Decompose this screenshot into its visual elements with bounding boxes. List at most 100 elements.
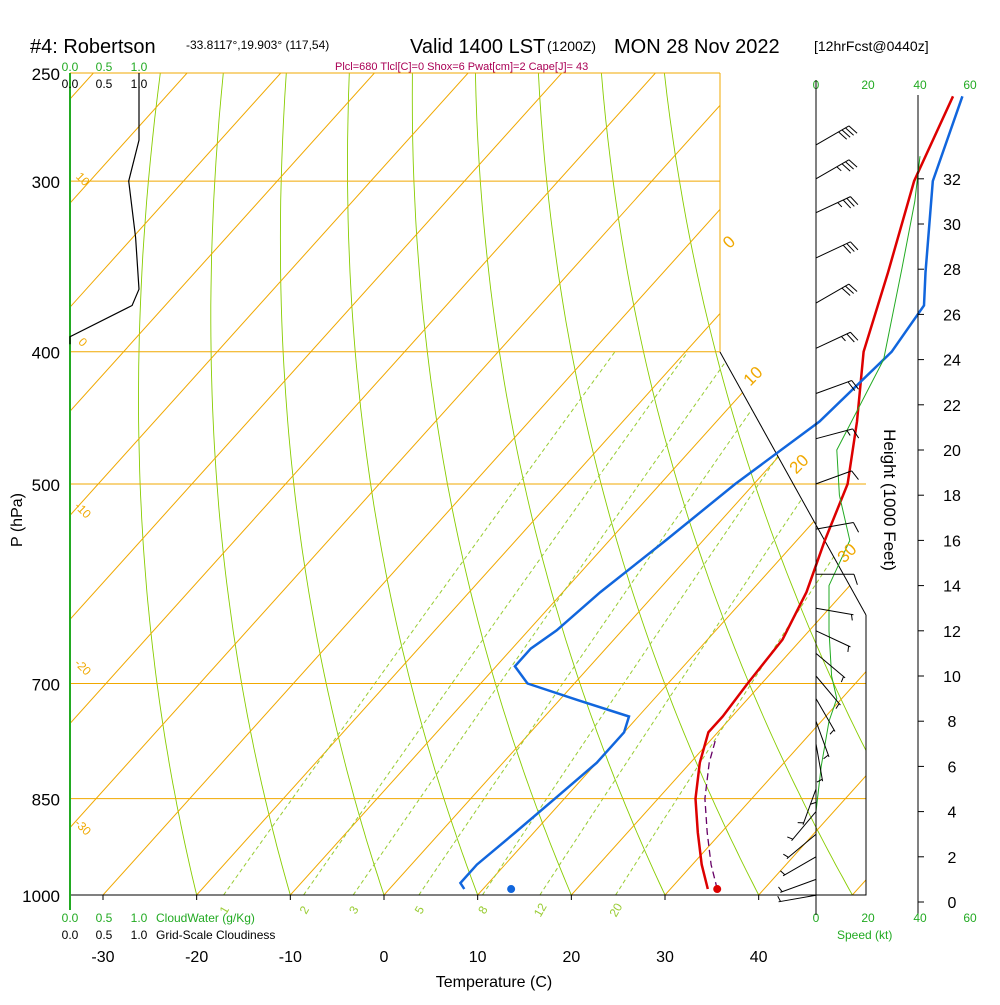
mixing-ratio-label: 3 [346, 903, 362, 916]
cloud-water-tick-bottom: 0.5 [96, 911, 113, 925]
dry-adiabat [280, 0, 394, 924]
temperature-tick-label: 20 [562, 949, 580, 966]
wind-barb-flag [852, 471, 859, 480]
x-axis-label: Temperature (C) [436, 974, 552, 991]
wind-barb-staff [816, 160, 849, 179]
valid-time: Valid 1400 LST [410, 36, 545, 58]
pressure-tick-label: 300 [32, 173, 60, 192]
cloud-water-label: CloudWater (g/Kg) [156, 911, 255, 925]
cloudiness-tick-top: 0.5 [96, 77, 113, 91]
mixing-ratio-line [304, 352, 688, 895]
speed-tick-bottom: 40 [913, 911, 927, 925]
pressure-tick-label: 850 [32, 791, 60, 810]
height-tick-label: 2 [948, 850, 957, 867]
speed-axis-label: Speed (kt) [837, 928, 892, 942]
zulu-time: (1200Z) [547, 38, 596, 54]
wind-barb-flag [853, 523, 858, 533]
isotherm [171, 0, 1000, 924]
cloud-water-tick-bottom: 0.0 [62, 911, 79, 925]
wind-barb [778, 879, 816, 892]
wind-barb-staff [816, 284, 849, 303]
wind-barb-staff [783, 857, 816, 876]
cloud-water-tick-top: 0.5 [96, 60, 113, 74]
y-axis-label: P (hPa) [9, 493, 26, 547]
dry-adiabat [412, 0, 584, 924]
wind-barb-half-flag [837, 167, 841, 171]
wind-barb-staff [787, 834, 816, 858]
wind-barb [816, 608, 853, 620]
height-tick-label: 24 [943, 353, 961, 370]
isotherm [0, 0, 213, 924]
isotherm [545, 0, 1000, 924]
height-tick-label: 28 [943, 262, 961, 279]
isotherm [0, 0, 25, 924]
speed-tick-top: 40 [913, 78, 927, 92]
mixing-ratio-label: 2 [297, 903, 313, 916]
pressure-tick-label: 400 [32, 344, 60, 363]
mixing-ratio-label: 5 [412, 903, 428, 916]
wind-barb-half-flag [778, 887, 782, 892]
wind-barb-half-flag [838, 203, 842, 207]
height-tick-label: 18 [943, 488, 961, 505]
wind-barb-staff [816, 197, 850, 213]
wind-barb-half-flag [787, 837, 793, 839]
speed-tick-bottom: 60 [963, 911, 977, 925]
cloudiness-label: Grid-Scale Cloudiness [156, 928, 275, 942]
wind-barb [816, 631, 850, 652]
wind-barb-staff [816, 631, 850, 647]
isotherm-label: 20 [786, 451, 813, 478]
wind-barb-half-flag [778, 896, 781, 901]
wind-barb [778, 895, 816, 902]
surface-temperature-dot [713, 885, 721, 893]
isotherm [0, 0, 775, 924]
wind-barb-staff [780, 879, 816, 892]
height-axis-label: Height (1000 Feet) [880, 429, 899, 571]
wind-barb-staff [816, 721, 829, 757]
wind-barb [816, 197, 858, 213]
height-tick-label: 8 [948, 714, 957, 731]
temperature-tick-label: 40 [750, 949, 768, 966]
isotherm-label: 0 [76, 335, 91, 350]
isotherm-label: 10 [740, 363, 767, 390]
wind-barb-staff [816, 242, 850, 258]
wind-barb-staff [816, 608, 853, 615]
height-tick-label: 32 [943, 172, 961, 189]
wind-barb-half-flag [841, 677, 843, 683]
cloud-water-tick-top: 0.0 [62, 60, 79, 74]
temperature-tick-label: 10 [469, 949, 487, 966]
isotherm [0, 0, 868, 924]
wind-barb [783, 834, 816, 858]
mixing-ratio-label: 20 [606, 900, 625, 919]
wind-barb-half-flag [830, 730, 834, 734]
pressure-tick-label: 700 [32, 676, 60, 695]
temperature-tick-label: 30 [656, 949, 674, 966]
temperature-tick-label: 0 [380, 949, 389, 966]
height-tick-label: 0 [948, 895, 957, 912]
wind-barb-staff [779, 895, 816, 902]
mixing-ratio-line [419, 352, 792, 895]
mixing-ratio-line [353, 352, 733, 895]
cloudiness-tick-top: 1.0 [131, 77, 148, 91]
speed-tick-top: 20 [861, 78, 875, 92]
pressure-tick-label: 250 [32, 65, 60, 84]
isotherm [0, 0, 400, 924]
cloud-water-profile [70, 73, 139, 344]
stability-indices: Plcl=680 Tlcl[C]=0 Shox=6 Pwat[cm]=2 Cap… [335, 61, 588, 73]
wind-barb [816, 242, 858, 258]
height-tick-label: 6 [948, 759, 957, 776]
wind-barb-half-flag [847, 430, 850, 435]
wind-barb [780, 857, 816, 876]
wind-barb-half-flag [783, 854, 788, 857]
temperature-line [696, 96, 954, 889]
wind-barb-half-flag [851, 614, 852, 620]
isotherm [0, 0, 306, 924]
height-tick-label: 14 [943, 579, 961, 596]
wind-barb-staff [816, 381, 852, 394]
height-tick-label: 12 [943, 624, 961, 641]
dry-adiabat [713, 0, 1000, 924]
mixing-ratio-line [540, 352, 901, 895]
wind-speed-profile [816, 156, 920, 902]
isotherm [920, 0, 1000, 924]
wind-barb-staff [816, 126, 849, 145]
isotherm-label: -30 [72, 816, 94, 838]
